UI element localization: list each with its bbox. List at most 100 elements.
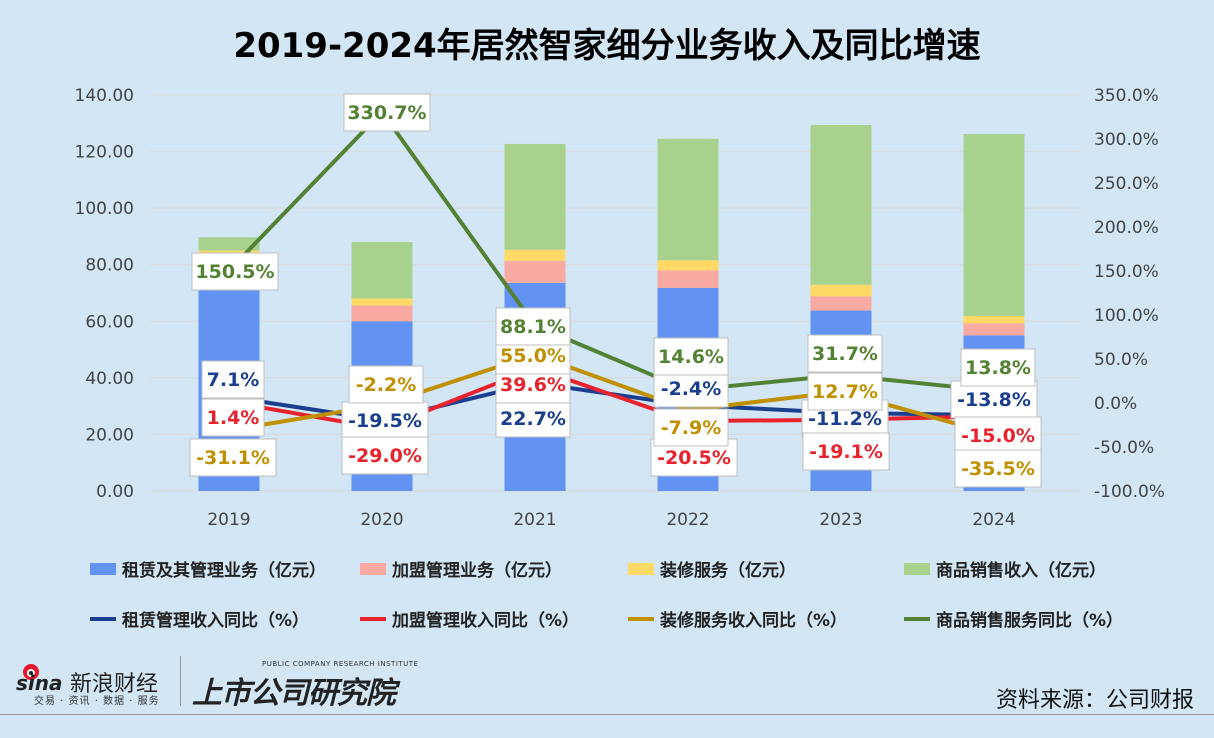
legend-item-decoration-yoy: 装修服务收入同比（%） bbox=[628, 606, 847, 631]
legend-item-rental: 租赁及其管理业务（亿元） bbox=[90, 556, 326, 581]
data-label-box bbox=[201, 398, 265, 437]
data-label: 13.8% bbox=[965, 357, 1031, 379]
footer-divider bbox=[180, 656, 181, 706]
data-label: -19.1% bbox=[809, 441, 883, 463]
y-right-tick-label: 150.0% bbox=[1094, 262, 1159, 282]
bar-segment bbox=[963, 323, 1025, 336]
data-label: -13.8% bbox=[957, 389, 1031, 411]
legend-swatch bbox=[360, 562, 386, 575]
legend-swatch bbox=[628, 616, 654, 621]
legend-swatch bbox=[90, 562, 116, 575]
bar-segment bbox=[351, 305, 413, 322]
legend-item-decoration: 装修服务（亿元） bbox=[628, 556, 796, 581]
y-left-tick-label: 80.00 bbox=[85, 256, 134, 276]
data-label-box bbox=[343, 93, 431, 132]
y-left-tick-label: 120.00 bbox=[75, 143, 134, 163]
data-label: 39.6% bbox=[500, 374, 566, 396]
bar-segment bbox=[657, 270, 719, 288]
data-label-box bbox=[807, 372, 883, 411]
y-right-tick-label: 200.0% bbox=[1094, 218, 1159, 238]
y-right-tick-label: 300.0% bbox=[1094, 130, 1159, 150]
legend-label: 装修服务收入同比（%） bbox=[660, 611, 848, 631]
bar-segment bbox=[810, 284, 872, 297]
data-label-box bbox=[653, 337, 729, 376]
data-label: -15.0% bbox=[961, 425, 1035, 447]
data-label: -31.1% bbox=[196, 447, 270, 469]
institute-logo: 上市公司研究院 bbox=[192, 676, 396, 711]
legend-swatch bbox=[90, 616, 116, 621]
bar-segment bbox=[198, 237, 260, 251]
y-right-tick-label: -50.0% bbox=[1094, 438, 1154, 458]
data-label: -7.9% bbox=[661, 417, 722, 439]
x-tick-label: 2023 bbox=[819, 510, 862, 530]
footer-line bbox=[0, 714, 1214, 715]
legend-label: 商品销售收入（亿元） bbox=[936, 561, 1106, 581]
legend-item-goods: 商品销售收入（亿元） bbox=[904, 556, 1106, 581]
data-label: 14.6% bbox=[658, 346, 724, 368]
data-label: 22.7% bbox=[500, 408, 566, 430]
data-label: 55.0% bbox=[500, 345, 566, 367]
legend-item-goods-yoy: 商品销售服务同比（%） bbox=[904, 606, 1123, 631]
institute-english-name: PUBLIC COMPANY RESEARCH INSTITUTE bbox=[262, 660, 419, 668]
data-label: -35.5% bbox=[961, 458, 1035, 480]
legend-label: 加盟管理业务（亿元） bbox=[392, 561, 562, 581]
bar-segment bbox=[504, 260, 566, 283]
bar-segment bbox=[504, 143, 566, 250]
data-label-box bbox=[191, 252, 279, 291]
data-label-box bbox=[802, 432, 890, 471]
legend-item-franchise-yoy: 加盟管理收入同比（%） bbox=[360, 606, 579, 631]
data-label: 7.1% bbox=[207, 369, 260, 391]
y-left-tick-label: 60.00 bbox=[85, 312, 134, 332]
y-left-tick-label: 40.00 bbox=[85, 369, 134, 389]
data-label-box bbox=[653, 369, 729, 408]
data-label-box bbox=[960, 348, 1036, 387]
data-label: 12.7% bbox=[812, 381, 878, 403]
y-left-tick-label: 20.00 bbox=[85, 425, 134, 445]
legend-swatch bbox=[628, 562, 654, 575]
bar-segment bbox=[810, 296, 872, 311]
data-label: -11.2% bbox=[808, 408, 882, 430]
data-label: 31.7% bbox=[812, 343, 878, 365]
data-label: 1.4% bbox=[207, 407, 260, 429]
y-left-tick-label: 140.00 bbox=[75, 86, 134, 106]
data-label: 330.7% bbox=[347, 102, 426, 124]
x-tick-label: 2020 bbox=[360, 510, 403, 530]
y-right-tick-label: -100.0% bbox=[1094, 482, 1165, 502]
bar-segment bbox=[351, 298, 413, 306]
data-label: -2.4% bbox=[661, 378, 722, 400]
data-label-box bbox=[495, 399, 571, 438]
y-right-tick-label: 0.0% bbox=[1094, 394, 1137, 414]
data-label-box bbox=[348, 365, 424, 404]
bar-segment bbox=[657, 138, 719, 261]
legend-label: 租赁管理收入同比（%） bbox=[122, 611, 310, 631]
legend-label: 租赁及其管理业务（亿元） bbox=[122, 561, 326, 581]
y-left-tick-label: 0.00 bbox=[96, 482, 134, 502]
legend-label: 商品销售服务同比（%） bbox=[936, 611, 1124, 631]
legend-swatch bbox=[360, 616, 386, 621]
data-label: 150.5% bbox=[195, 261, 274, 283]
legend-item-franchise: 加盟管理业务（亿元） bbox=[360, 556, 562, 581]
x-tick-label: 2019 bbox=[207, 510, 250, 530]
bar-segment bbox=[810, 124, 872, 285]
bar-segment bbox=[504, 249, 566, 261]
x-tick-label: 2022 bbox=[666, 510, 709, 530]
data-label-box bbox=[341, 436, 429, 475]
sina-logo: sina bbox=[16, 664, 63, 694]
chart-title: 2019-2024年居然智家细分业务收入及同比增速 bbox=[233, 26, 981, 66]
bar-segment bbox=[963, 315, 1025, 324]
data-source: 资料来源：公司财报 bbox=[995, 688, 1194, 713]
data-label-box bbox=[189, 438, 277, 477]
data-label-box bbox=[954, 449, 1042, 488]
y-left-tick-label: 100.00 bbox=[75, 199, 134, 219]
chart-plot: 0.00 20.00 40.00 60.00 80.00 100.00 120.00 140.… bbox=[75, 86, 1165, 530]
legend-item-rental-yoy: 租赁管理收入同比（%） bbox=[90, 606, 309, 631]
data-label: -19.5% bbox=[348, 410, 422, 432]
bar-segment bbox=[657, 260, 719, 271]
bar-segment bbox=[351, 242, 413, 299]
bar-segment bbox=[963, 134, 1025, 316]
data-label-box bbox=[201, 360, 265, 399]
legend-swatch bbox=[904, 616, 930, 621]
data-label: -2.2% bbox=[356, 374, 417, 396]
data-label: -20.5% bbox=[657, 447, 731, 469]
